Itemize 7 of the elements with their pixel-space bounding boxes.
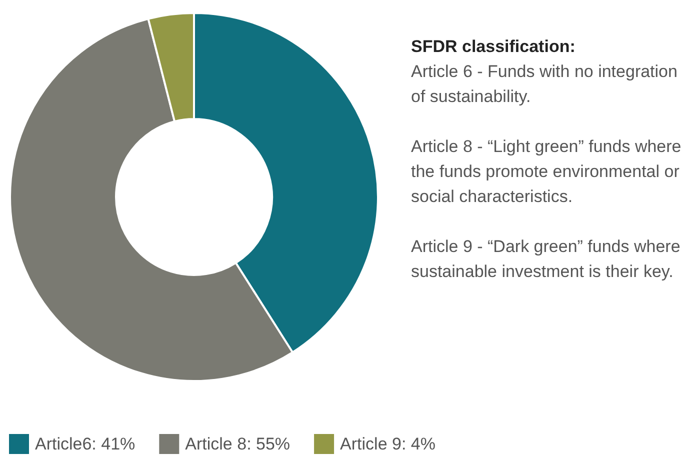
legend-label: Article6: 41% [35, 434, 136, 454]
legend-label: Article 9: 4% [340, 434, 436, 454]
text: Article 6 - Funds with no integration of sustainability. [411, 61, 678, 108]
text: SFDR classification: [411, 37, 576, 56]
text: Article 8 - “Light green” funds where the funds promote environmental or social characteristics. [411, 136, 682, 208]
text: Article 9 - “Dark green” funds where sustainable investment is their key. [411, 236, 682, 283]
legend-label: Article 8: 55% [185, 434, 290, 454]
